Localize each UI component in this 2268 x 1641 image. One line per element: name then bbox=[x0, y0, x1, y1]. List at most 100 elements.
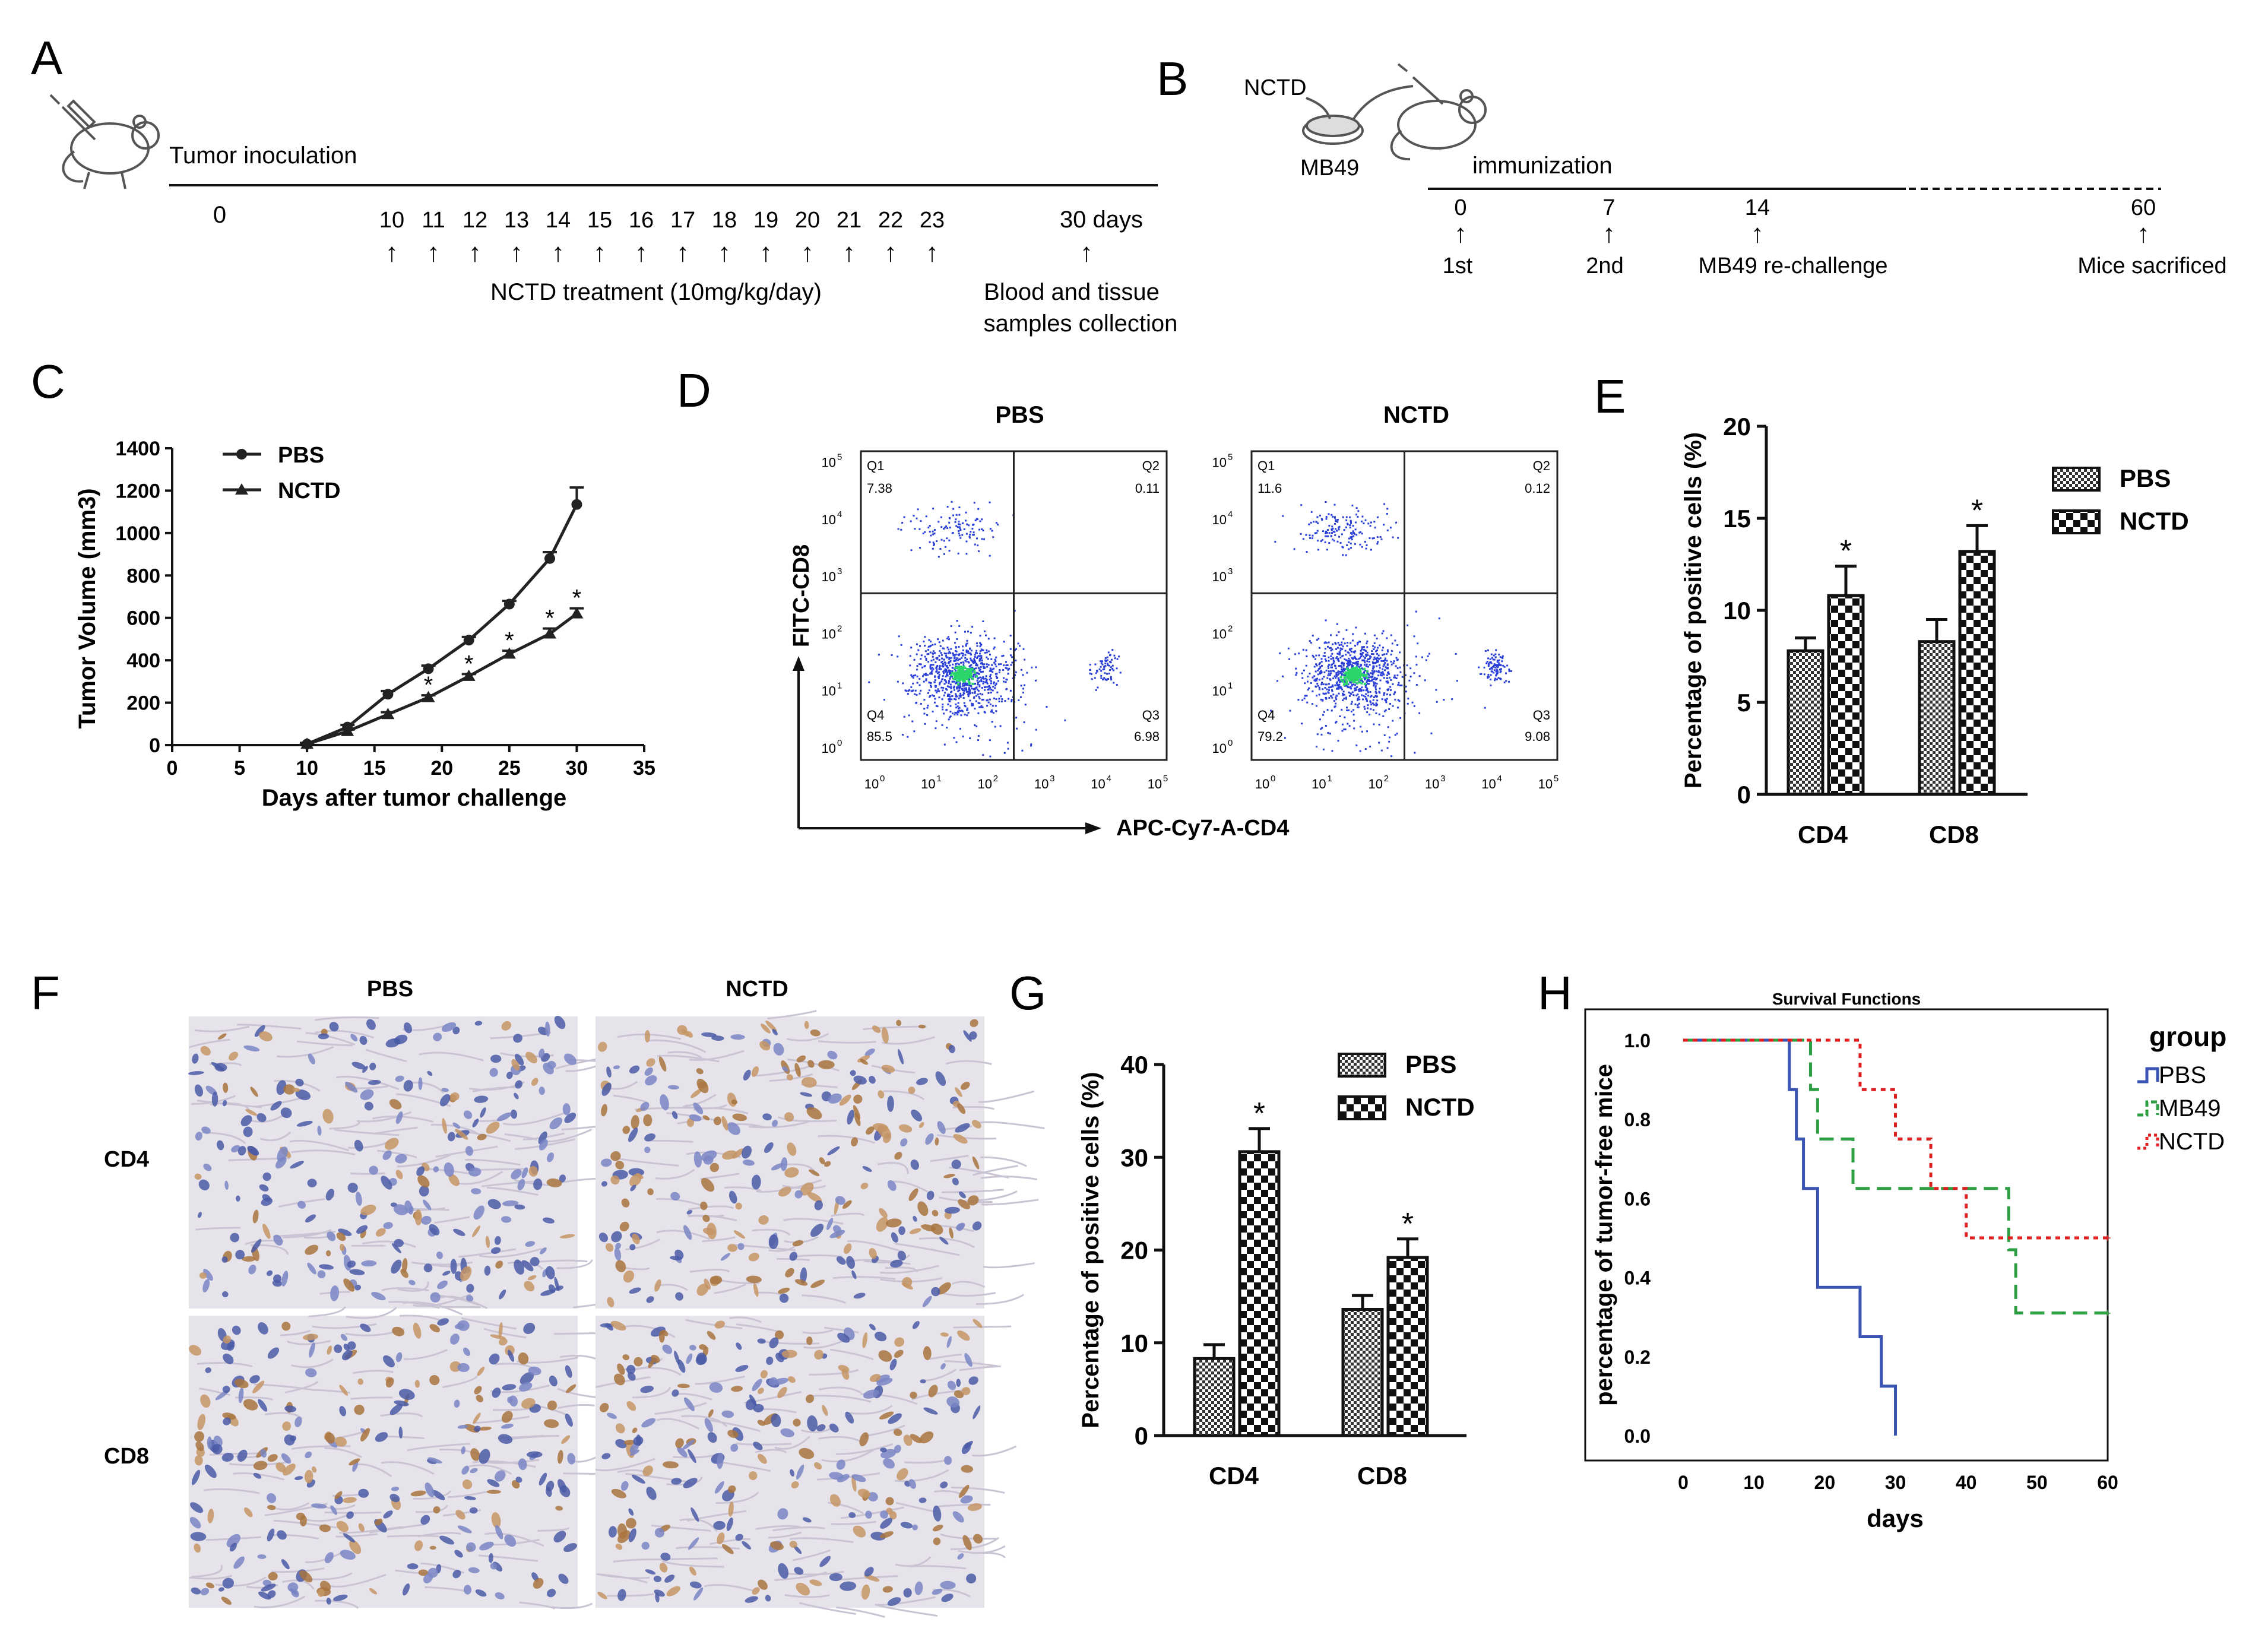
micrograph-fiber bbox=[195, 1227, 241, 1231]
flow-event bbox=[964, 631, 966, 633]
flow-event bbox=[1358, 698, 1361, 701]
flow-event bbox=[953, 685, 955, 688]
flow-event bbox=[1414, 752, 1416, 754]
micrograph-cell bbox=[201, 1126, 211, 1134]
flow-event bbox=[1282, 515, 1284, 517]
flow-event bbox=[1316, 639, 1318, 641]
micrograph-fiber bbox=[413, 1293, 471, 1307]
micrograph-fiber bbox=[950, 1537, 1000, 1550]
micrograph-cell bbox=[369, 1165, 378, 1175]
flow-event bbox=[1363, 695, 1365, 697]
flow-event bbox=[948, 651, 951, 653]
flow-event bbox=[959, 537, 962, 539]
flow-event bbox=[989, 679, 991, 681]
flow-event bbox=[983, 686, 986, 689]
flow-event bbox=[978, 696, 980, 698]
flow-event bbox=[1105, 660, 1107, 663]
micrograph-cell bbox=[476, 1395, 484, 1402]
flow-event bbox=[957, 702, 959, 704]
flow-event bbox=[868, 681, 870, 683]
flow-event bbox=[1107, 664, 1109, 667]
flow-event bbox=[1107, 651, 1110, 654]
flow-event bbox=[1318, 693, 1320, 696]
flow-event bbox=[956, 705, 959, 708]
flow-ytick-base: 10 bbox=[822, 741, 836, 756]
micrograph-cell bbox=[810, 1279, 825, 1288]
flow-event bbox=[975, 652, 977, 654]
flow-event bbox=[1357, 642, 1359, 644]
flow-event bbox=[943, 658, 945, 661]
flow-event bbox=[1349, 524, 1351, 527]
flow-event bbox=[1376, 677, 1378, 680]
flow-event bbox=[982, 754, 984, 756]
flow-event bbox=[986, 649, 988, 651]
micrograph-cell bbox=[431, 1490, 445, 1500]
panel-letter-a: A bbox=[31, 31, 63, 84]
micrograph-fiber bbox=[199, 1387, 230, 1396]
micrograph-cell bbox=[283, 1084, 296, 1095]
flow-event bbox=[1324, 641, 1326, 644]
flow-event bbox=[955, 525, 958, 527]
flow-event bbox=[1103, 668, 1106, 670]
flow-event bbox=[964, 660, 967, 662]
flow-event bbox=[956, 688, 958, 690]
flow-event bbox=[1326, 549, 1328, 551]
micrograph-cell bbox=[910, 1391, 917, 1399]
micrograph-cell bbox=[753, 1442, 763, 1450]
flow-event bbox=[1341, 723, 1344, 726]
micrograph-cell bbox=[793, 1545, 802, 1554]
flow-event bbox=[943, 683, 946, 685]
micrograph-cell bbox=[605, 1243, 614, 1252]
micrograph-cell bbox=[327, 1231, 336, 1241]
micrograph-cell bbox=[824, 1161, 831, 1167]
micrograph-cell bbox=[731, 1100, 738, 1105]
flow-event bbox=[1109, 654, 1111, 656]
micrograph-cell bbox=[398, 1426, 403, 1439]
flow-event bbox=[891, 654, 893, 656]
micrograph-cell bbox=[707, 1330, 716, 1340]
flow-event bbox=[1356, 644, 1358, 646]
c-significance: * bbox=[464, 651, 474, 677]
flow-event bbox=[1342, 516, 1344, 518]
flow-event bbox=[1364, 657, 1366, 659]
flow-event bbox=[1353, 720, 1355, 722]
flow-event bbox=[929, 530, 931, 533]
flow-event bbox=[1390, 660, 1392, 663]
micrograph-cell bbox=[671, 1478, 682, 1485]
flow-event bbox=[1352, 662, 1354, 664]
flow-event bbox=[973, 531, 975, 534]
flow-event bbox=[1322, 655, 1325, 657]
flow-event-dense bbox=[1363, 682, 1366, 685]
flow-event bbox=[943, 553, 945, 555]
flow-event bbox=[1335, 675, 1338, 677]
micrograph-cell bbox=[851, 1270, 857, 1279]
flow-event bbox=[1361, 667, 1363, 670]
flow-event bbox=[1331, 663, 1333, 666]
flow-event bbox=[1331, 684, 1333, 686]
flow-event-dense bbox=[975, 675, 978, 678]
flow-event bbox=[1501, 660, 1503, 663]
flow-event bbox=[1316, 677, 1318, 680]
flow-event bbox=[937, 676, 939, 678]
micrograph-cell bbox=[827, 1146, 840, 1155]
flow-event bbox=[961, 688, 963, 690]
flow-event bbox=[980, 666, 982, 668]
flow-ytick-exp: 4 bbox=[837, 509, 842, 519]
flow-event bbox=[1430, 732, 1433, 734]
flow-event bbox=[1415, 664, 1418, 666]
flow-event bbox=[954, 711, 956, 714]
flow-event bbox=[1335, 667, 1337, 670]
flow-event bbox=[1295, 671, 1298, 674]
flow-event bbox=[1005, 678, 1008, 680]
flow-event bbox=[936, 666, 938, 668]
micrograph-fiber bbox=[840, 1506, 904, 1519]
flow-event bbox=[1352, 683, 1355, 686]
flow-event bbox=[949, 711, 952, 713]
micrograph-cell bbox=[896, 1019, 902, 1027]
flow-event-dense bbox=[958, 679, 961, 682]
micrograph-fiber bbox=[835, 1443, 894, 1455]
flow-event bbox=[935, 727, 937, 730]
micrograph-fiber bbox=[461, 1317, 517, 1330]
micrograph-cell bbox=[758, 1387, 764, 1395]
tumor-inoculation-label: Tumor inoculation bbox=[169, 142, 357, 169]
